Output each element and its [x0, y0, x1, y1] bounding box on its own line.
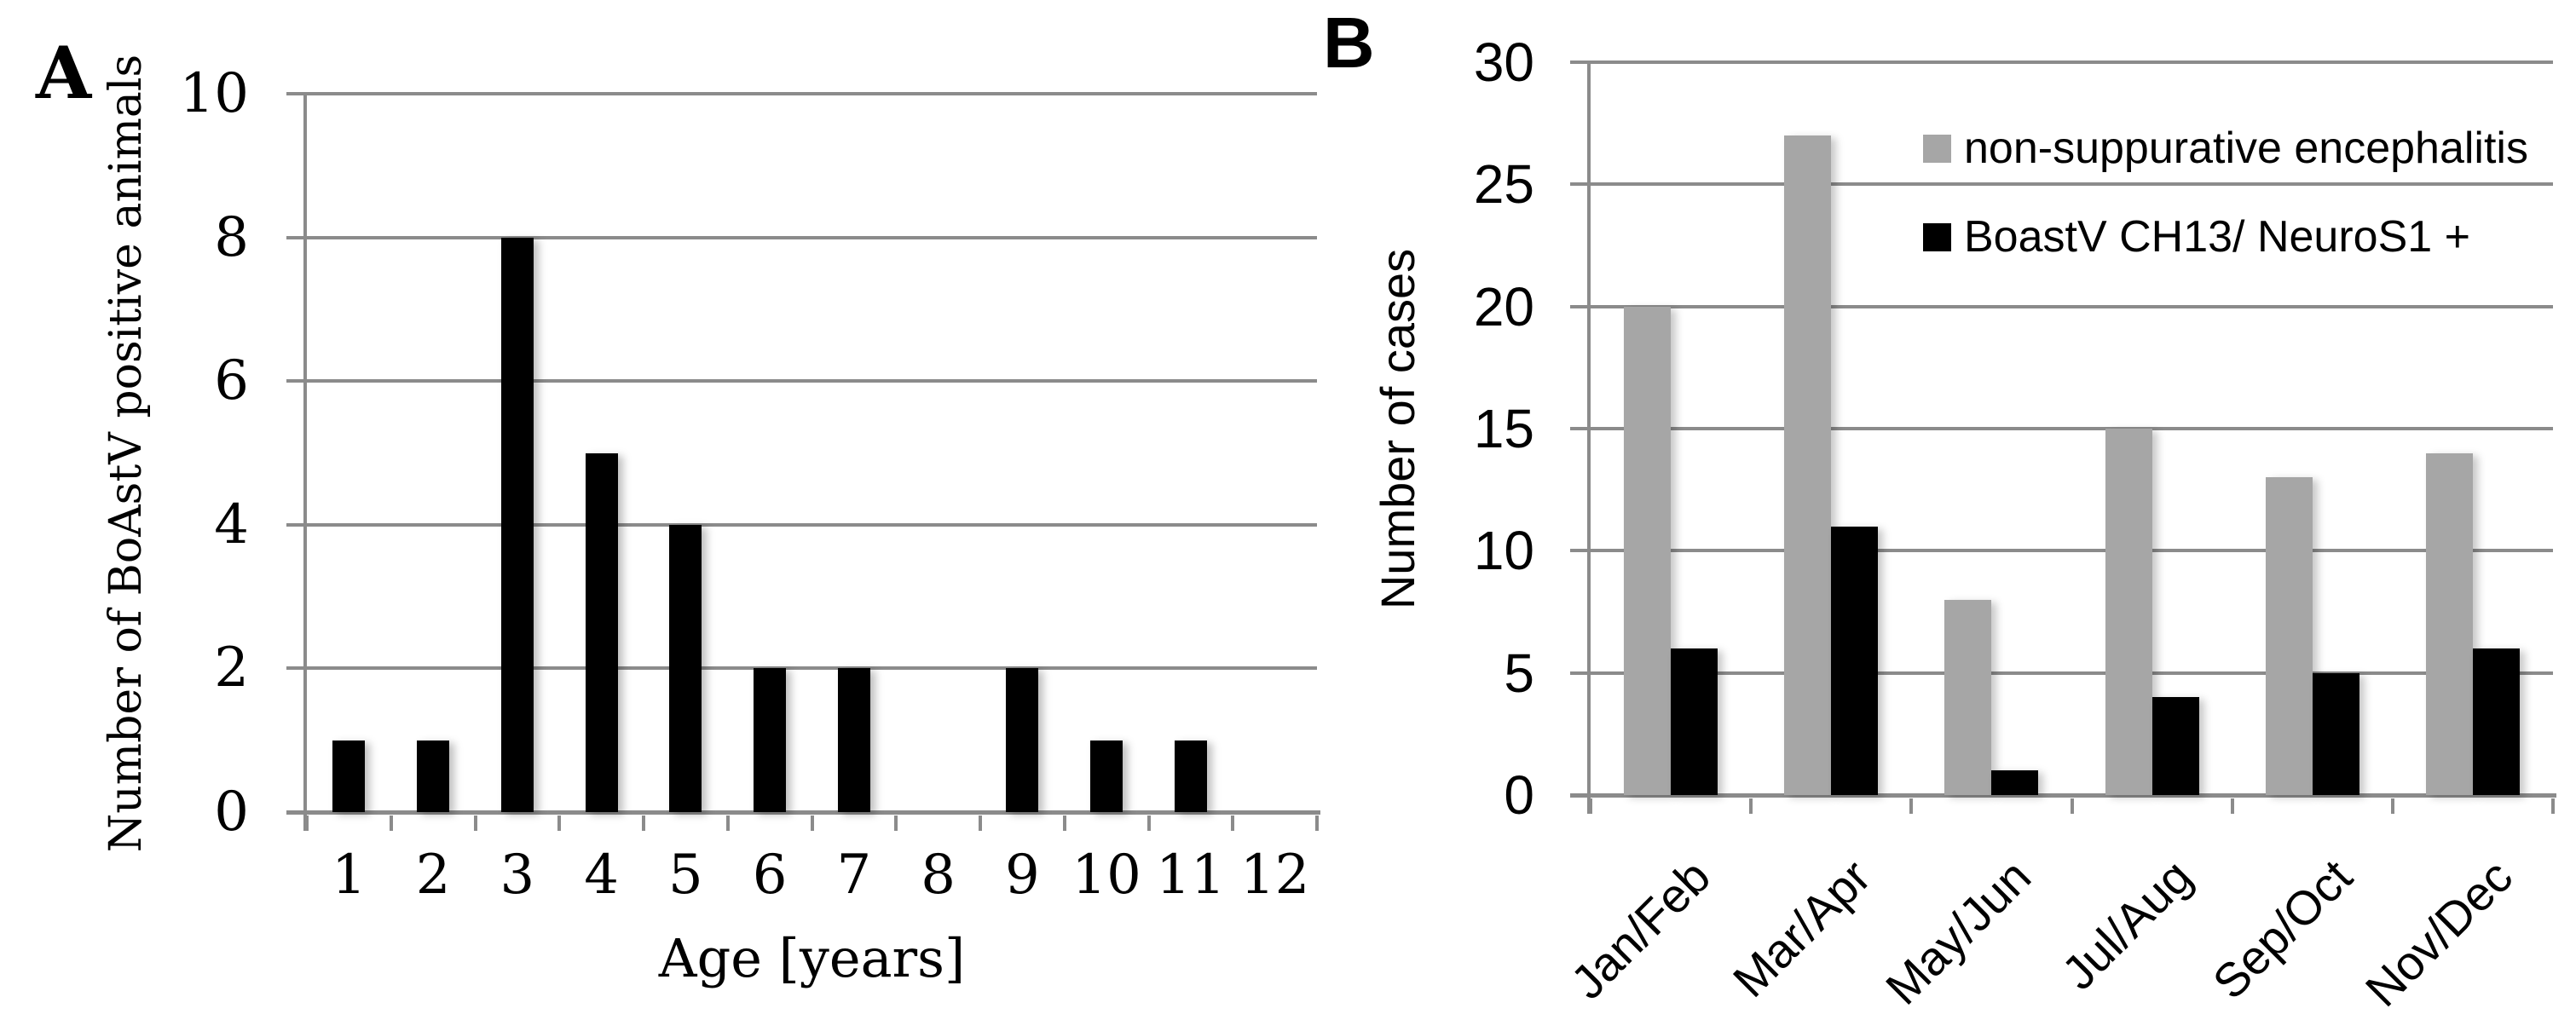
panel-a-y-axis-title: Number of BoAstV positive animals — [85, 54, 167, 851]
x-tick-label: 11 — [1156, 844, 1226, 907]
x-tick-label: 8 — [921, 844, 956, 907]
tick-mark — [557, 815, 562, 831]
panel-a-x-axis-title: Age [years] — [658, 927, 966, 989]
x-tick-label-month: Jan/Feb — [1560, 849, 1721, 1010]
x-tick-label: 2 — [415, 844, 451, 907]
y-tick-label: 25 — [1473, 153, 1534, 216]
panel-b-bar-gray-jul-aug — [2105, 429, 2152, 795]
panel-a-bar-age-3 — [500, 237, 534, 812]
legend-swatch-black — [1923, 222, 1951, 251]
x-tick-label: 5 — [668, 844, 703, 907]
legend-label-boastv: BoastV CH13/ NeuroS1 + — [1964, 212, 2470, 262]
panel-a-bar-age-5 — [669, 524, 702, 812]
panel-a-bar-age-11 — [1174, 740, 1207, 812]
tick-mark — [2390, 798, 2394, 814]
tick-mark — [642, 815, 645, 831]
gridline — [286, 235, 1317, 239]
panel-b-bar-black-sep-oct — [2312, 672, 2359, 795]
panel-b-bar-gray-nov-dec — [2425, 452, 2473, 795]
panel-b-bar-black-may-jun — [1991, 770, 2039, 795]
panel-a-bar-age-2 — [417, 740, 450, 812]
panel-b-bar-gray-sep-oct — [2265, 477, 2313, 795]
y-tick-label: 30 — [1473, 32, 1534, 93]
gridline — [286, 522, 1317, 527]
panel-a-bar-age-6 — [754, 668, 787, 812]
gridline — [1570, 61, 2553, 64]
gridline — [286, 666, 1317, 671]
panel-b-bar-black-nov-dec — [2472, 648, 2520, 795]
tick-mark — [2230, 798, 2234, 814]
y-tick-label: 10 — [1473, 520, 1534, 582]
legend-label-non-suppurative: non-suppurative encephalitis — [1964, 124, 2528, 173]
y-tick-label: 10 — [179, 62, 249, 125]
panel-b-bar-black-jul-aug — [2151, 697, 2199, 795]
tick-mark — [894, 815, 898, 831]
tick-mark — [389, 815, 393, 831]
x-tick-label: 7 — [836, 844, 872, 907]
gridline — [1570, 549, 2553, 553]
y-tick-label: 20 — [1473, 275, 1534, 337]
legend-item-non-suppurative: non-suppurative encephalitis — [1923, 124, 2528, 172]
tick-mark — [1146, 815, 1151, 831]
y-tick-label: 6 — [214, 349, 249, 413]
y-tick-label: 5 — [1504, 642, 1534, 704]
panel-b-label: B — [1323, 3, 1375, 83]
y-tick-label: 4 — [214, 493, 249, 556]
y-axis-line — [303, 94, 307, 831]
x-axis-line — [286, 810, 1320, 815]
tick-mark — [2551, 798, 2555, 814]
panel-a-bar-age-9 — [1006, 668, 1039, 812]
y-tick-label: 0 — [214, 781, 249, 844]
tick-mark — [1749, 798, 1753, 814]
legend-item-boastv: BoastV CH13/ NeuroS1 + — [1923, 213, 2470, 261]
tick-mark — [810, 815, 814, 831]
panel-a-bar-age-1 — [332, 740, 366, 812]
gridline — [286, 92, 1317, 95]
y-axis-line — [1587, 62, 1591, 814]
x-tick-label: 4 — [584, 844, 619, 907]
tick-mark — [1062, 815, 1066, 831]
gridline — [1570, 427, 2553, 430]
x-tick-label: 6 — [752, 844, 788, 907]
panel-a-label: A — [36, 31, 92, 115]
panel-b-bar-black-mar-apr — [1831, 526, 1879, 795]
tick-mark — [979, 815, 982, 831]
tick-mark — [725, 815, 730, 831]
x-tick-label: 9 — [1005, 844, 1040, 907]
panel-b-bar-black-jan-feb — [1671, 648, 1718, 795]
gridline — [1570, 304, 2553, 308]
tick-mark — [1589, 798, 1592, 814]
x-tick-label: 12 — [1239, 844, 1310, 907]
panel-b-bar-gray-mar-apr — [1784, 135, 1832, 795]
y-tick-label: 0 — [1504, 764, 1534, 826]
panel-a-bar-age-10 — [1090, 740, 1123, 812]
tick-mark — [2070, 798, 2074, 814]
x-tick-label: 1 — [332, 844, 367, 907]
tick-mark — [305, 815, 309, 831]
gridline — [286, 379, 1317, 383]
tick-mark — [1909, 798, 1914, 814]
tick-mark — [1315, 815, 1319, 831]
x-axis-line — [1570, 793, 2556, 798]
gridline — [1570, 182, 2553, 187]
panel-b-bar-gray-jan-feb — [1624, 306, 1672, 795]
y-tick-label: 8 — [214, 205, 249, 269]
panel-a-bar-age-4 — [585, 452, 618, 812]
y-tick-label: 2 — [214, 637, 249, 700]
y-tick-label: 15 — [1473, 398, 1534, 459]
x-tick-label: 3 — [500, 844, 535, 907]
panel-a-y-axis-title-text: Number of BoAstV positive animals — [101, 54, 152, 852]
legend-swatch-gray — [1923, 134, 1951, 163]
tick-mark — [1231, 815, 1235, 831]
x-tick-label: 10 — [1071, 844, 1141, 907]
gridline — [1570, 671, 2553, 675]
panel-a-bar-age-7 — [837, 668, 870, 812]
tick-mark — [473, 815, 477, 831]
panel-b-bar-gray-may-jun — [1944, 599, 1992, 795]
